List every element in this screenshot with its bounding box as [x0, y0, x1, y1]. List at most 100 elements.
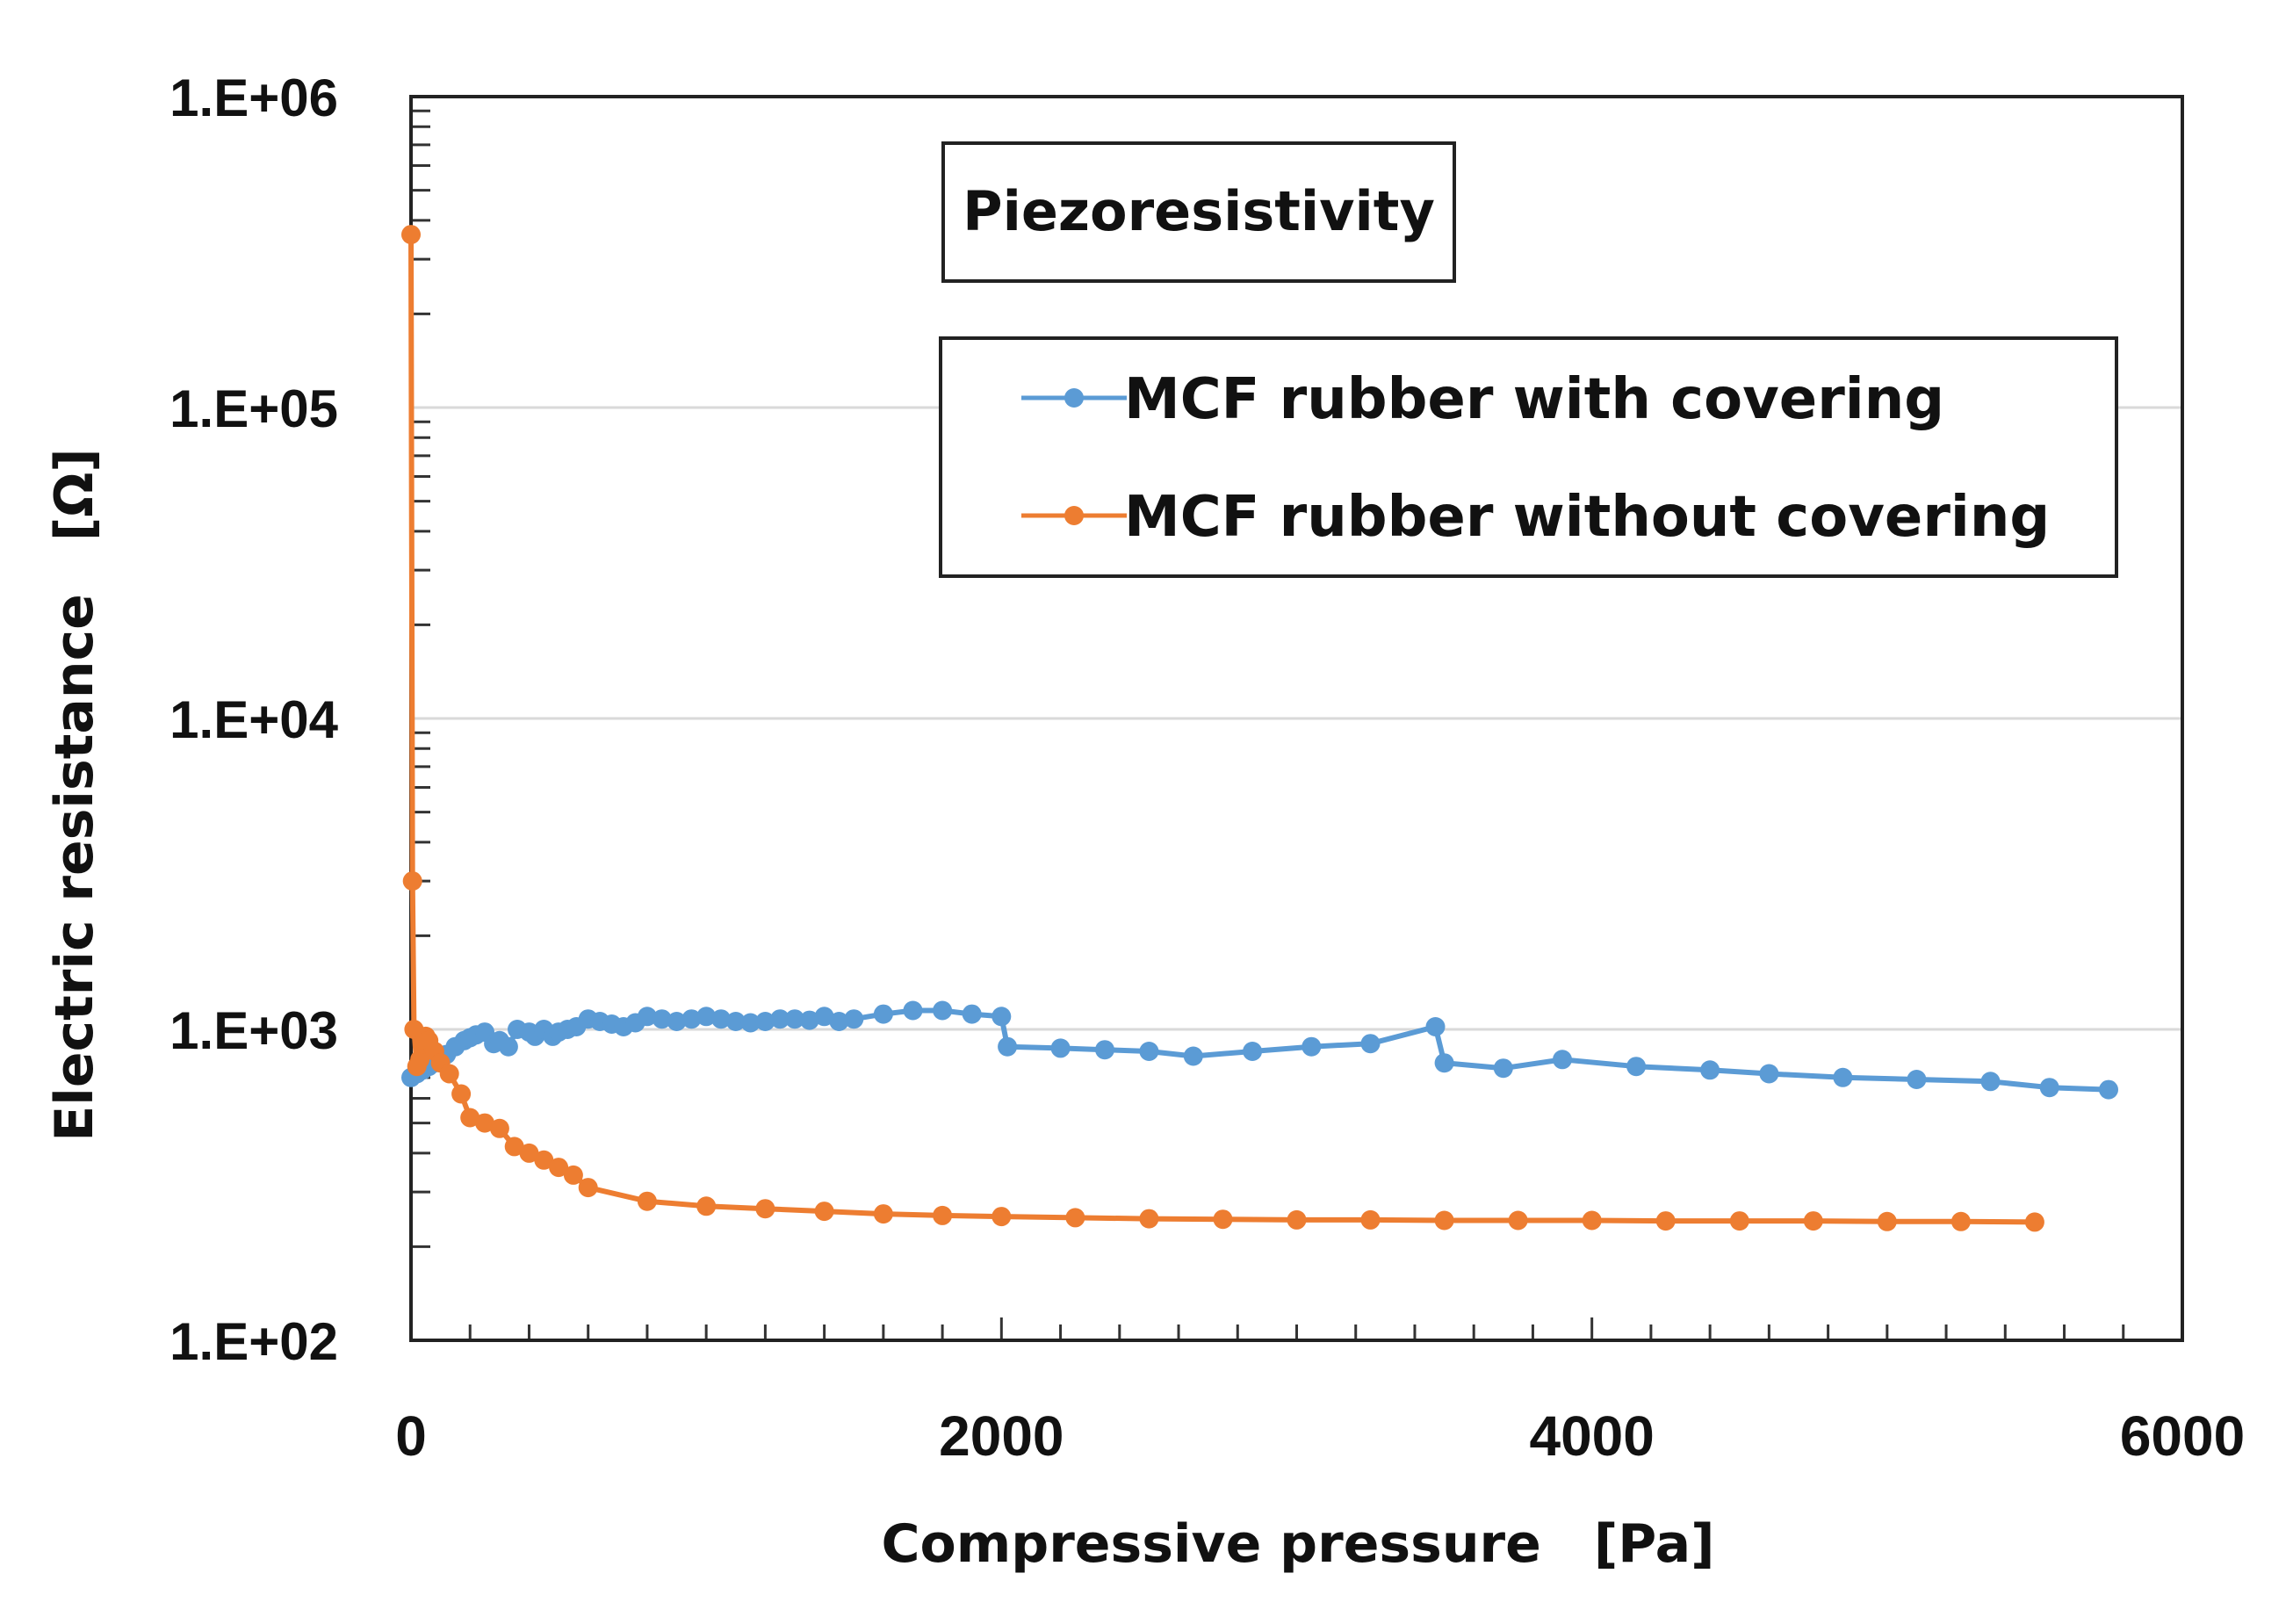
data-point	[439, 1064, 459, 1084]
title-box-frame	[941, 141, 1456, 283]
legend-frame	[939, 336, 2118, 578]
y-tick-label: 1.E+04	[169, 690, 338, 749]
data-point	[1095, 1040, 1114, 1060]
data-point	[696, 1007, 717, 1027]
y-tick-label: 1.E+02	[169, 1312, 338, 1371]
data-point	[1877, 1211, 1897, 1231]
data-point	[667, 1012, 687, 1031]
data-point	[1493, 1058, 1513, 1079]
data-point	[1729, 1211, 1749, 1231]
data-point	[873, 1004, 893, 1024]
y-tick-label: 1.E+06	[169, 69, 338, 127]
x-tick-label: 4000	[1529, 1404, 1654, 1468]
data-point	[549, 1158, 569, 1178]
data-point	[725, 1012, 746, 1031]
data-point	[534, 1150, 554, 1170]
data-point	[402, 871, 422, 891]
x-tick-label: 0	[395, 1404, 427, 1468]
data-point	[711, 1009, 731, 1029]
data-point	[755, 1199, 775, 1219]
data-point	[2039, 1078, 2059, 1098]
data-point	[1434, 1053, 1454, 1073]
data-point	[519, 1143, 539, 1163]
series-layer	[401, 225, 2118, 1232]
data-point	[1582, 1210, 1602, 1231]
data-point	[2024, 1212, 2044, 1232]
data-point	[1950, 1211, 1971, 1231]
data-point	[873, 1204, 893, 1224]
data-point	[460, 1108, 480, 1128]
data-point	[498, 1036, 518, 1057]
x-axis-title: Compressive pressure [Pa]	[881, 1513, 1714, 1575]
data-point	[637, 1191, 657, 1211]
y-tick-label: 1.E+05	[169, 379, 338, 438]
data-point	[1302, 1036, 1322, 1057]
title-box: Piezoresistivity	[941, 141, 1456, 283]
data-point	[1759, 1064, 1779, 1084]
y-axis-title: Electric resistance [Ω]	[44, 448, 105, 1141]
x-tick-label: 2000	[939, 1404, 1064, 1468]
data-point	[489, 1118, 509, 1138]
data-point	[1907, 1070, 1927, 1089]
data-point	[1243, 1042, 1263, 1061]
y-tick-labels: 1.E+02 1.E+03 1.E+04 1.E+05 1.E+06	[169, 69, 338, 1371]
data-point	[1213, 1209, 1233, 1230]
data-point	[933, 1205, 953, 1225]
data-point	[1508, 1210, 1528, 1231]
data-point	[563, 1165, 583, 1185]
data-point	[1553, 1050, 1572, 1070]
data-point	[1287, 1209, 1307, 1230]
data-point	[1139, 1042, 1159, 1061]
series-0	[401, 1000, 2118, 1100]
x-tick-label: 6000	[2120, 1404, 2245, 1468]
x-tick-labels: 0 2000 4000 6000	[395, 1404, 2245, 1468]
data-point	[844, 1009, 864, 1029]
data-point	[1183, 1046, 1203, 1066]
data-point	[755, 1012, 775, 1031]
data-point	[1626, 1057, 1647, 1077]
minor-ticks	[411, 109, 2125, 1340]
data-point	[681, 1009, 702, 1029]
data-point	[829, 1012, 849, 1031]
data-point	[1425, 1017, 1446, 1036]
data-point	[1360, 1209, 1381, 1230]
data-point	[1050, 1038, 1071, 1058]
data-point	[785, 1009, 804, 1029]
data-point	[578, 1178, 598, 1198]
data-point	[998, 1036, 1018, 1057]
data-point	[475, 1113, 494, 1133]
data-point	[1139, 1209, 1159, 1229]
data-point	[991, 1007, 1012, 1027]
data-point	[770, 1009, 790, 1029]
chart-title: Piezoresistivity	[963, 179, 1435, 243]
data-point	[1360, 1034, 1381, 1054]
legend-swatch-marker-without-covering	[1064, 506, 1084, 525]
data-point	[962, 1004, 982, 1024]
data-point	[1803, 1211, 1823, 1231]
data-point	[696, 1196, 717, 1216]
data-point	[1655, 1211, 1676, 1231]
data-point	[652, 1009, 672, 1029]
data-point	[799, 1010, 819, 1030]
series-1	[401, 225, 2044, 1232]
data-point	[814, 1202, 834, 1222]
legend: MCF rubber with covering MCF rubber with…	[939, 336, 2118, 578]
data-point	[401, 225, 421, 245]
data-point	[933, 1000, 953, 1021]
data-point	[637, 1007, 657, 1027]
y-tick-label: 1.E+03	[169, 1001, 338, 1060]
data-point	[1700, 1060, 1720, 1080]
data-point	[740, 1013, 761, 1033]
data-point	[1434, 1210, 1454, 1231]
data-point	[991, 1207, 1012, 1227]
data-point	[1833, 1067, 1853, 1087]
data-point	[2099, 1079, 2118, 1100]
data-point	[451, 1084, 472, 1104]
data-point	[504, 1137, 524, 1157]
data-point	[814, 1007, 834, 1027]
legend-label-with-covering: MCF rubber with covering	[1124, 367, 1944, 432]
legend-swatch-marker-with-covering	[1064, 388, 1084, 408]
data-point	[410, 1050, 430, 1070]
data-point	[1065, 1208, 1085, 1228]
